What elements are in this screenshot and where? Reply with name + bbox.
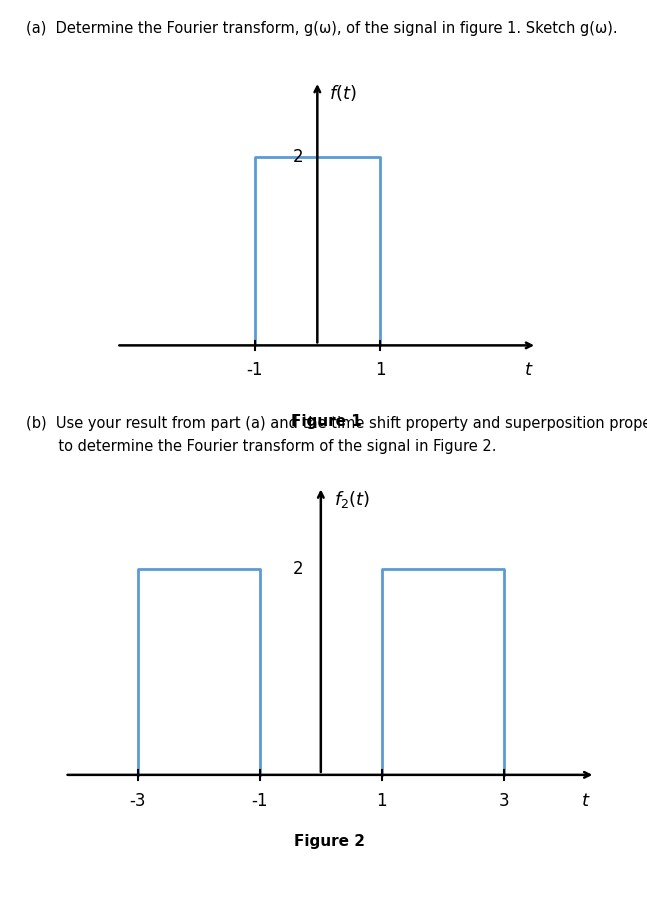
Text: $f(t)$: $f(t)$ — [329, 83, 356, 103]
Text: (b)  Use your result from part (a) and the time shift property and superposition: (b) Use your result from part (a) and th… — [26, 416, 647, 432]
Text: $t$: $t$ — [524, 361, 534, 379]
Text: 1: 1 — [375, 361, 386, 379]
Text: Figure 1: Figure 1 — [291, 414, 362, 429]
Text: $t$: $t$ — [581, 792, 590, 810]
Text: 2: 2 — [293, 148, 303, 166]
Text: 1: 1 — [377, 792, 387, 810]
Text: -1: -1 — [247, 361, 263, 379]
Text: (a)  Determine the Fourier transform, g(ω), of the signal in figure 1. Sketch g(: (a) Determine the Fourier transform, g(ω… — [26, 21, 617, 36]
Text: 2: 2 — [293, 560, 303, 578]
Text: -1: -1 — [252, 792, 268, 810]
Text: $f_2(t)$: $f_2(t)$ — [334, 488, 371, 510]
Text: Figure 2: Figure 2 — [294, 833, 366, 849]
Text: 3: 3 — [498, 792, 509, 810]
Text: to determine the Fourier transform of the signal in Figure 2.: to determine the Fourier transform of th… — [26, 439, 496, 454]
Text: -3: -3 — [129, 792, 146, 810]
